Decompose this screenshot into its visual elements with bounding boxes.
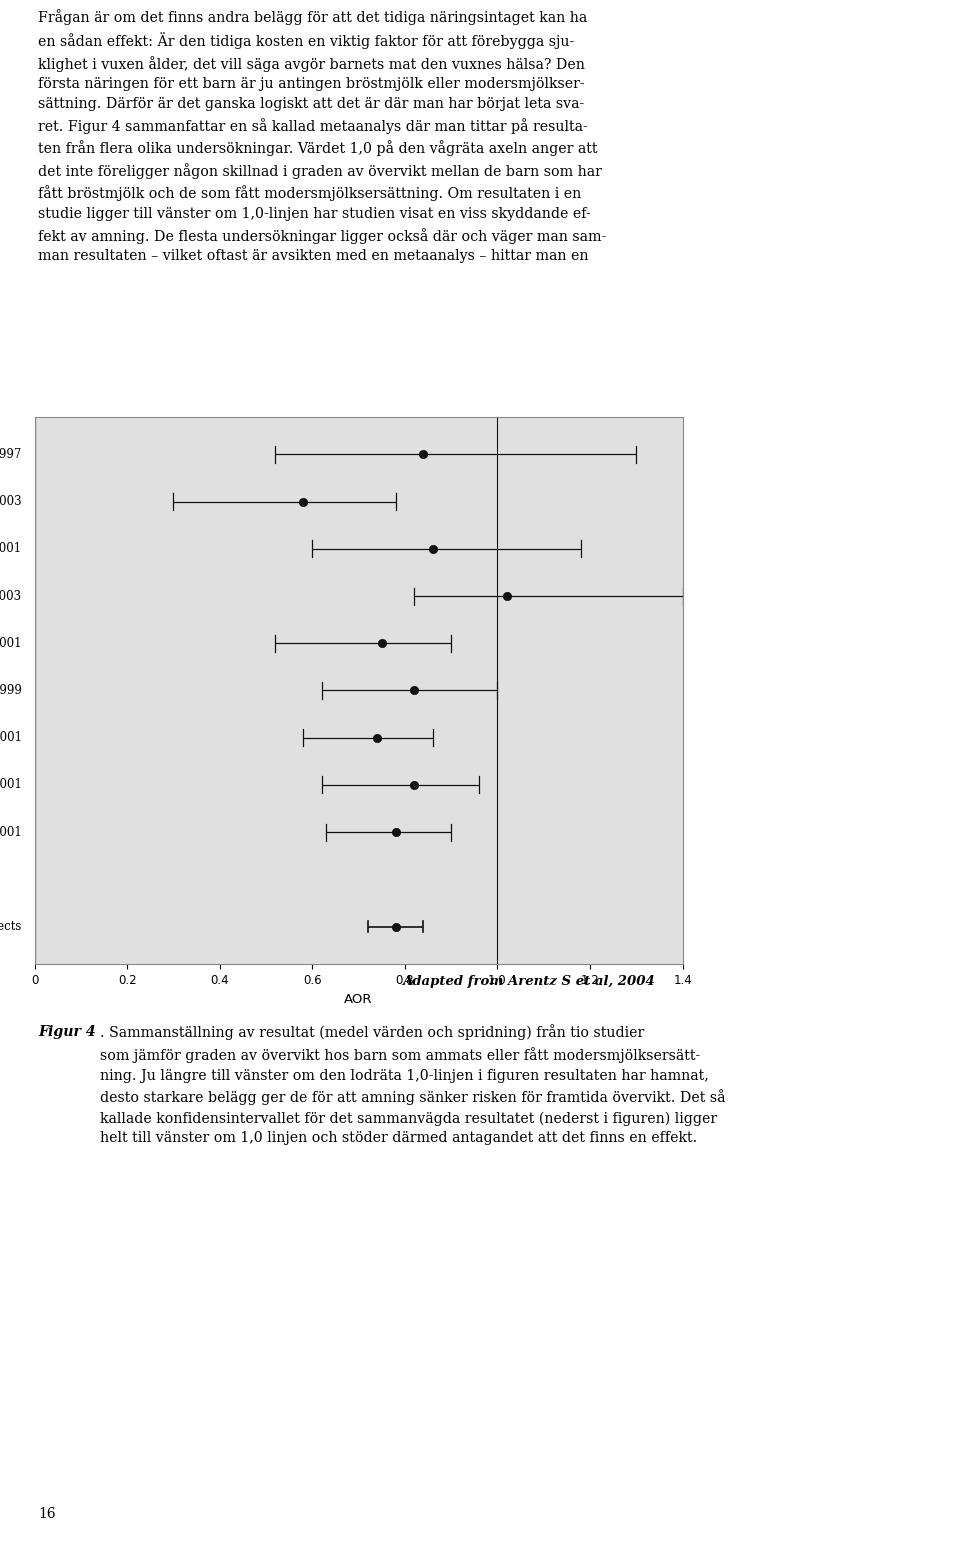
Text: Bergmann 2003: Bergmann 2003 <box>0 495 21 508</box>
Text: . Sammanställning av resultat (medel värden och spridning) från tio studier
som : . Sammanställning av resultat (medel vär… <box>100 1025 726 1145</box>
Text: 16: 16 <box>38 1508 56 1521</box>
Text: Li 2003: Li 2003 <box>0 589 21 603</box>
Text: Adapted from Arentz S et al, 2004: Adapted from Arentz S et al, 2004 <box>401 975 655 988</box>
Text: Poulton 2001: Poulton 2001 <box>0 637 21 650</box>
Text: Liese 2001: Liese 2001 <box>0 731 21 744</box>
Text: von Kries 1999: von Kries 1999 <box>0 684 21 697</box>
Text: Toschke 2001: Toschke 2001 <box>0 778 21 792</box>
Text: Hediger 2001: Hediger 2001 <box>0 542 21 555</box>
Text: Gillman 2001: Gillman 2001 <box>0 826 21 839</box>
Text: AOR fixed effects: AOR fixed effects <box>0 920 21 934</box>
Text: O'Callaghan 1997: O'Callaghan 1997 <box>0 447 21 461</box>
X-axis label: AOR: AOR <box>345 992 372 1006</box>
Text: Frågan är om det finns andra belägg för att det tidiga näringsintaget kan ha
en : Frågan är om det finns andra belägg för … <box>38 9 607 264</box>
Text: Figur 4: Figur 4 <box>38 1025 96 1038</box>
